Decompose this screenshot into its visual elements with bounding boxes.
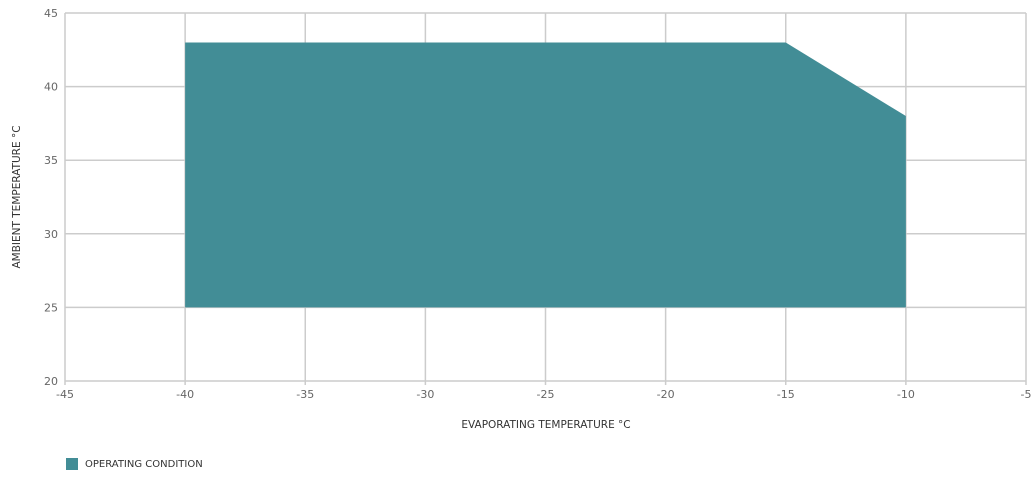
x-tick-labels: -45 -40 -35 -30 -25 -20 -15 -10 -5 <box>56 388 1031 401</box>
y-tick-label: 30 <box>44 228 58 241</box>
x-tick-label: -25 <box>537 388 555 401</box>
x-tick-label: -10 <box>897 388 915 401</box>
operating-condition-area <box>185 42 906 308</box>
x-tick-label: -40 <box>176 388 194 401</box>
y-tick-label: 40 <box>44 81 58 94</box>
x-tick-label: -15 <box>777 388 795 401</box>
y-tick-label: 35 <box>44 154 58 167</box>
y-tick-labels: 20 25 30 35 40 45 <box>44 7 58 388</box>
y-tick-label: 25 <box>44 301 58 314</box>
x-tick-label: -5 <box>1021 388 1032 401</box>
plot-area <box>185 42 906 308</box>
legend-swatch <box>66 458 78 470</box>
legend: OPERATING CONDITION <box>66 458 203 470</box>
chart: -45 -40 -35 -30 -25 -20 -15 -10 -5 202530354045 … <box>11 7 1031 431</box>
y-tick-label: 45 <box>44 7 58 20</box>
x-tick-label: -30 <box>416 388 434 401</box>
x-tick-label: -35 <box>296 388 314 401</box>
y-axis-label: AMBIENT TEMPERATURE °C <box>11 125 23 268</box>
x-axis-label: EVAPORATING TEMPERATURE °C <box>461 419 630 431</box>
legend-label: OPERATING CONDITION <box>85 458 203 470</box>
x-tick-label: -45 <box>56 388 74 401</box>
y-tick-label: 20 <box>44 375 58 388</box>
x-tick-label: -20 <box>657 388 675 401</box>
